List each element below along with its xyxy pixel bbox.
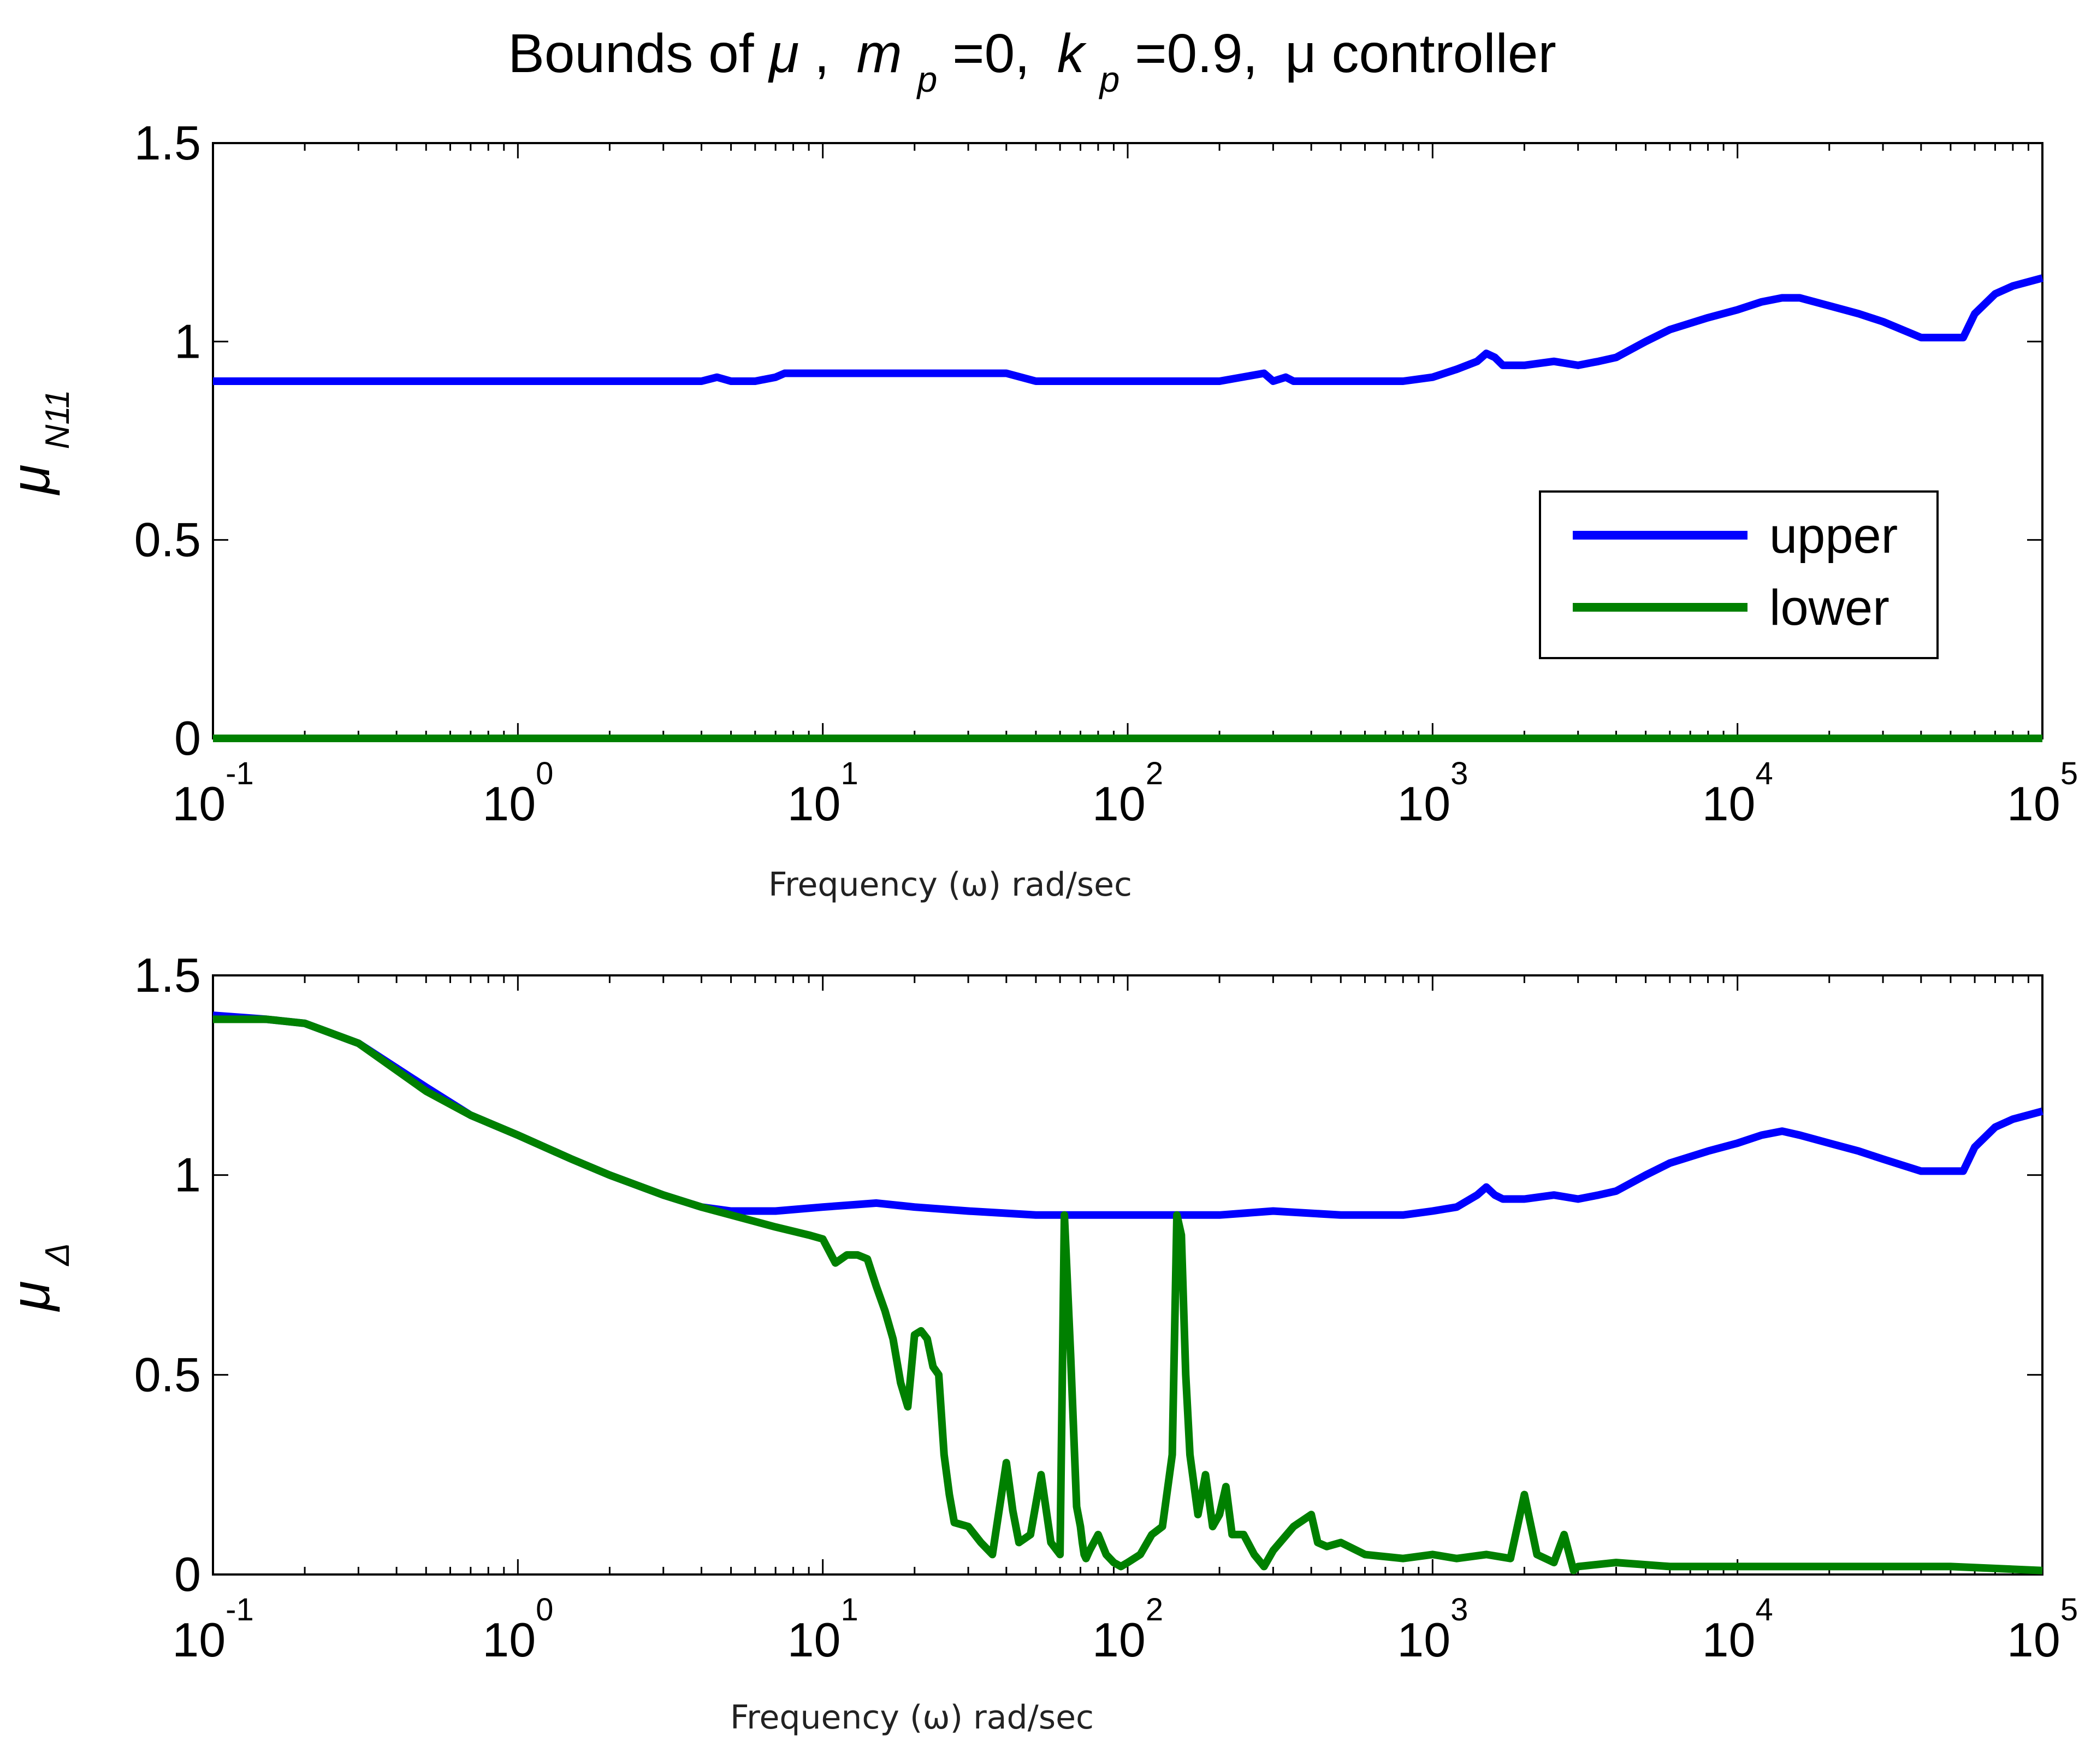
top-xlabel: Frequency (ω) rad/sec: [768, 866, 1132, 904]
top-x-tick-base: 10: [787, 777, 841, 831]
top-x-tick-exp: 5: [2060, 756, 2078, 791]
bottom-series: [212, 1011, 2043, 1574]
bottom-y-tick-label: 1: [174, 1148, 201, 1202]
bottom-series-lower-line: [213, 1015, 2043, 1574]
legend: upper lower: [1539, 490, 1939, 659]
bottom-x-tick-exp: 2: [1146, 1592, 1163, 1627]
bottom-ylabel-sub: Δ: [39, 1243, 76, 1267]
top-x-tick-base: 10: [172, 777, 226, 831]
bottom-x-tick-base: 10: [2007, 1613, 2060, 1667]
bottom-x-tick-exp: 5: [2060, 1592, 2078, 1627]
bottom-ylabel: μ Δ: [0, 1243, 76, 1312]
top-ylabel-main: μ: [0, 464, 61, 496]
bottom-x-tick-label: 101: [787, 1592, 858, 1667]
legend-upper-label: upper: [1769, 508, 1898, 564]
bottom-x-tick-base: 10: [1397, 1613, 1450, 1667]
bottom-x-tick-label: 102: [1092, 1592, 1163, 1667]
bottom-y-tick-label: 0: [174, 1547, 201, 1601]
bottom-x-tick-exp: -1: [226, 1592, 254, 1627]
bottom-x-tick-base: 10: [482, 1613, 536, 1667]
title-m-val: =0,: [952, 23, 1030, 84]
bottom-ylabel-main: μ: [0, 1281, 61, 1312]
bottom-x-tick-exp: 1: [840, 1592, 858, 1627]
top-x-tick-label: 103: [1397, 756, 1468, 831]
top-series: [213, 274, 2043, 742]
top-x-tick-label: 104: [1702, 756, 1773, 831]
bottom-y-tick-label: 0.5: [134, 1347, 201, 1401]
top-y-axis-label: μ N11: [0, 389, 76, 496]
top-series-upper-line: [213, 274, 2043, 385]
bottom-plot-area: [212, 974, 2043, 1576]
top-x-tick-exp: 1: [840, 756, 858, 791]
title-k-sub: p: [1099, 59, 1120, 99]
bottom-x-tick-label: 100: [482, 1592, 553, 1667]
legend-lower-label: lower: [1769, 580, 1889, 636]
bottom-x-tick-label: 105: [2007, 1592, 2078, 1667]
bottom-x-tick-exp: 4: [1755, 1592, 1773, 1627]
top-y-tick-label: 0: [174, 711, 201, 765]
bottom-x-tick-label: 10-1: [172, 1592, 253, 1667]
bottom-x-tick-label: 103: [1397, 1592, 1468, 1667]
title-k-val: =0.9,: [1135, 23, 1258, 84]
bottom-xlabel: Frequency (ω) rad/sec: [730, 1698, 1094, 1737]
top-x-tick-label: 101: [787, 756, 858, 831]
top-x-tick-label: 102: [1092, 756, 1163, 831]
bottom-y-axis-label: μ Δ: [0, 1243, 76, 1312]
title-suffix: μ controller: [1285, 23, 1556, 84]
title-m-sub: p: [916, 59, 938, 99]
top-ylabel-sub: N11: [39, 389, 76, 449]
top-y-tick-label: 1.5: [134, 116, 201, 170]
top-x-tick-base: 10: [1702, 777, 1756, 831]
top-y-tick-label: 1: [174, 314, 201, 368]
bottom-y-tick-label: 1.5: [134, 948, 201, 1002]
chart-title: Bounds of μ , m p =0, k p =0.9, μ contro…: [508, 23, 1556, 104]
title-k: k: [1057, 23, 1087, 84]
top-y-tick-label: 0.5: [134, 513, 201, 567]
bottom-x-tick-base: 10: [172, 1613, 226, 1667]
top-x-tick-exp: 2: [1146, 756, 1163, 791]
title-m: m: [857, 23, 902, 84]
top-x-tick-exp: 3: [1450, 756, 1468, 791]
bottom-x-tick-exp: 0: [536, 1592, 553, 1627]
bottom-x-tick-base: 10: [1092, 1613, 1146, 1667]
top-x-tick-base: 10: [2007, 777, 2060, 831]
top-x-tick-label: 100: [482, 756, 553, 831]
top-x-tick-base: 10: [482, 777, 536, 831]
top-x-tick-label: 105: [2007, 756, 2078, 831]
top-x-tick-exp: 4: [1755, 756, 1773, 791]
bottom-x-tick-base: 10: [1702, 1613, 1756, 1667]
top-x-tick-exp: -1: [226, 756, 254, 791]
bottom-x-tick-base: 10: [787, 1613, 841, 1667]
bottom-x-tick-label: 104: [1702, 1592, 1773, 1667]
title-sep: ,: [814, 23, 830, 84]
top-x-tick-base: 10: [1397, 777, 1450, 831]
bottom-x-tick-exp: 3: [1450, 1592, 1468, 1627]
top-x-tick-base: 10: [1092, 777, 1146, 831]
top-x-tick-label: 10-1: [172, 756, 253, 831]
legend-box: [1539, 490, 1939, 659]
top-x-tick-exp: 0: [536, 756, 553, 791]
top-ylabel: μ N11: [0, 389, 76, 496]
title-mu: μ: [767, 23, 799, 84]
title-prefix: Bounds of: [508, 23, 754, 84]
